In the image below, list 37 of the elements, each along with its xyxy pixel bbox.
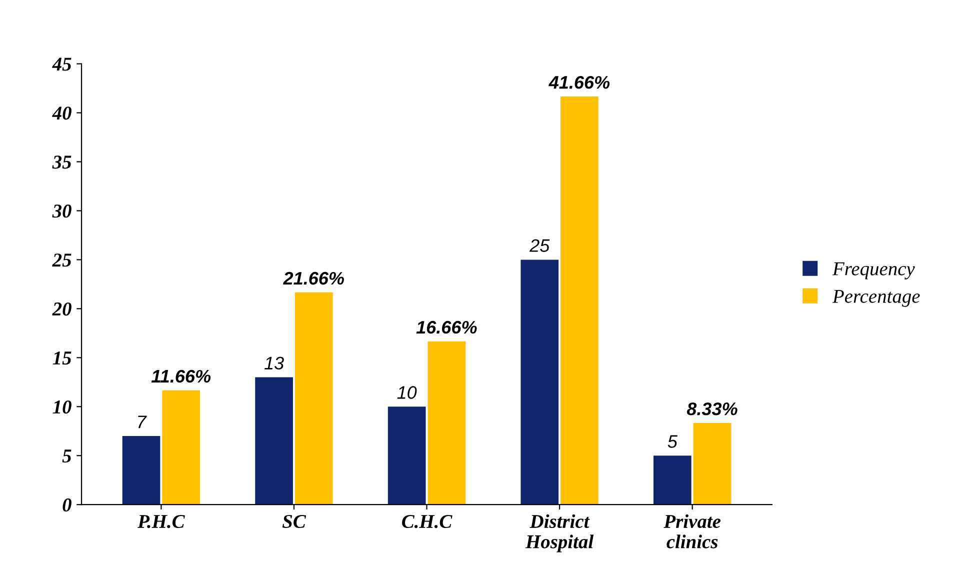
x-tick-label: Private clinics [664, 514, 721, 548]
y-tick-label: 10 [52, 400, 72, 414]
y-tick-label: 30 [52, 204, 72, 218]
y-tick-label: 0 [62, 498, 72, 512]
bar [162, 390, 200, 505]
bar [520, 260, 559, 505]
x-tick-label: C.H.C [402, 514, 452, 528]
bar [560, 96, 598, 505]
y-tick-label: 25 [52, 254, 72, 267]
bar [122, 436, 160, 505]
x-tick-label: P.H.C [138, 514, 185, 528]
bar [693, 423, 732, 505]
data-label: 13 [264, 356, 284, 370]
bar [653, 456, 692, 505]
x-tick-label: District Hospital [525, 514, 594, 552]
data-label: 7 [138, 416, 147, 428]
data-label: 21.66% [282, 272, 344, 285]
y-tick-label: 45 [52, 58, 72, 71]
y-tick-label: 35 [52, 156, 72, 169]
bar [294, 292, 333, 505]
y-tick-label: 5 [62, 450, 72, 463]
data-label: 8.33% [686, 402, 738, 416]
data-label: 10 [397, 386, 417, 399]
bar [388, 406, 426, 505]
data-label: 16.66% [416, 320, 477, 334]
legend-label: Frequency [832, 262, 915, 280]
bar [428, 341, 466, 505]
y-tick-label: 40 [52, 106, 72, 120]
data-label: 25 [529, 239, 550, 252]
data-label: 5 [668, 435, 678, 448]
bar [255, 377, 293, 505]
data-label: 41.66% [548, 76, 610, 89]
y-tick-label: 15 [52, 352, 72, 365]
y-tick-label: 20 [52, 302, 72, 316]
data-label: 11.66% [151, 370, 211, 383]
x-tick-label: SC [282, 514, 306, 528]
legend-label: Percentage [832, 290, 920, 307]
